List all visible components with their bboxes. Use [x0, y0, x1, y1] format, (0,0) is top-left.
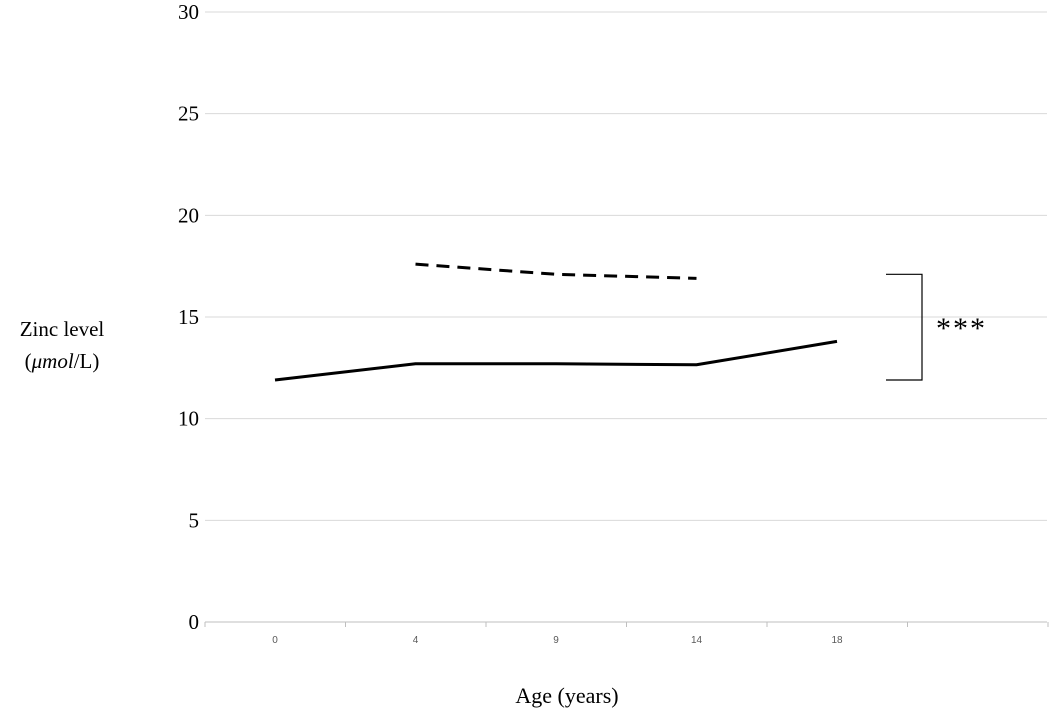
- gridlines: [205, 11, 1047, 521]
- y-tick-label: 0: [189, 610, 200, 634]
- y-tick-label: 10: [178, 407, 199, 431]
- y-unit-suffix: /L): [73, 349, 100, 373]
- significance-marker: ***: [936, 312, 987, 345]
- y-unit-prefix: (: [24, 349, 32, 373]
- y-axis-title-unit: (μmol/L): [8, 345, 116, 377]
- y-axis-title-line1: Zinc level: [19, 317, 105, 341]
- x-axis: [204, 621, 1049, 627]
- x-tick-label: 18: [831, 635, 843, 646]
- x-tick-label: 14: [691, 635, 703, 646]
- series-line-solid: [274, 339, 838, 382]
- series-lines: [274, 262, 838, 382]
- x-tick-labels: 0 4 9 14 18: [272, 635, 843, 646]
- y-tick-label: 20: [178, 203, 199, 227]
- y-tick-label: 15: [178, 305, 199, 329]
- y-tick-labels: 0 5 10 15 20 25 30: [178, 0, 199, 634]
- x-axis-title: Age (years): [515, 683, 619, 708]
- x-tick-label: 0: [272, 635, 278, 646]
- y-tick-label: 25: [178, 102, 199, 126]
- series-line-dashed: [415, 262, 697, 280]
- y-tick-label: 30: [178, 0, 199, 24]
- x-tick-label: 4: [413, 635, 419, 646]
- y-tick-label: 5: [189, 508, 200, 532]
- significance-bracket: [886, 273, 923, 381]
- y-axis-title: Zinc level (μmol/L): [8, 313, 116, 377]
- x-tick-label: 9: [553, 635, 559, 646]
- y-unit-main: μmol: [31, 349, 74, 373]
